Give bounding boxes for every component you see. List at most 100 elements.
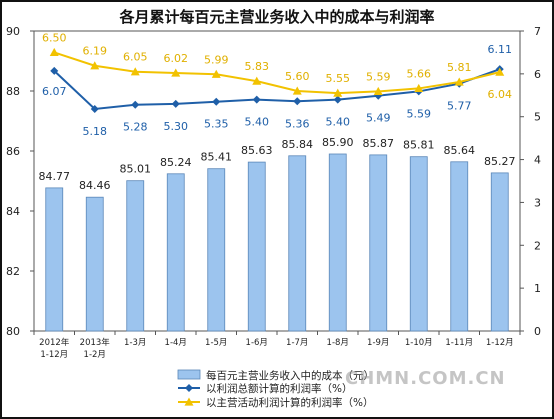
left-axis-tick-label: 82 bbox=[6, 265, 20, 278]
right-axis-tick-label: 2 bbox=[534, 239, 541, 252]
line-data-label: 5.66 bbox=[407, 67, 432, 80]
triangle-marker bbox=[171, 68, 181, 77]
line-data-label: 5.36 bbox=[285, 117, 310, 130]
triangle-marker bbox=[373, 86, 383, 96]
line-data-label: 5.60 bbox=[285, 70, 310, 83]
bar bbox=[247, 161, 266, 332]
chart-title: 各月累计每百元主营业务收入中的成本与利润率 bbox=[119, 8, 435, 26]
x-axis-tick-label: 2013年 bbox=[80, 337, 111, 348]
bar-data-label: 85.27 bbox=[484, 155, 516, 168]
x-axis-tick-label: 2012年 bbox=[39, 337, 70, 348]
x-axis-tick-label: 1-10月 bbox=[405, 338, 433, 348]
x-axis-tick-label: 1-12月 bbox=[486, 338, 514, 348]
triangle-marker bbox=[292, 86, 302, 95]
x-axis-tick-label: 1-12月 bbox=[40, 350, 68, 360]
bar-data-label: 84.77 bbox=[39, 170, 71, 183]
line-data-label: 5.30 bbox=[164, 120, 189, 133]
bar-data-label: 85.41 bbox=[201, 151, 233, 164]
line-data-label: 5.40 bbox=[245, 116, 270, 129]
x-axis-tick-label: 1-4月 bbox=[165, 338, 187, 348]
x-axis-tick-label: 1-7月 bbox=[286, 338, 308, 348]
bar-data-label: 85.84 bbox=[282, 138, 314, 151]
bar bbox=[207, 168, 226, 332]
left-axis-tick-label: 86 bbox=[6, 145, 20, 158]
left-axis-tick-label: 88 bbox=[6, 85, 20, 98]
legend-label: 以利润总额计算的利润率（%） bbox=[206, 382, 352, 395]
line-data-label: 6.02 bbox=[164, 52, 189, 65]
right-axis-tick-label: 6 bbox=[534, 68, 541, 81]
left-axis-tick-label: 80 bbox=[6, 325, 20, 338]
left-axis-tick-label: 90 bbox=[6, 25, 20, 38]
diamond-marker bbox=[171, 99, 180, 108]
bar bbox=[288, 155, 307, 332]
diamond-marker bbox=[333, 95, 342, 104]
line-data-label: 5.77 bbox=[447, 100, 472, 113]
diamond-marker bbox=[293, 97, 302, 106]
bar bbox=[369, 154, 388, 332]
line-data-label: 6.07 bbox=[42, 85, 67, 98]
triangle-marker bbox=[414, 83, 424, 93]
bar bbox=[166, 173, 185, 332]
triangle-marker bbox=[49, 47, 59, 57]
line-data-label: 5.59 bbox=[407, 107, 432, 120]
line-data-label: 5.18 bbox=[83, 125, 108, 138]
diamond-marker bbox=[131, 100, 140, 109]
bar bbox=[409, 156, 428, 332]
line-data-label: 6.50 bbox=[42, 31, 67, 44]
legend-label: 每百元主营业务收入中的成本（元） bbox=[206, 369, 374, 382]
right-axis-tick-label: 1 bbox=[534, 282, 541, 295]
left-axis-tick-label: 84 bbox=[6, 205, 20, 218]
right-axis-tick-label: 0 bbox=[534, 325, 541, 338]
bar-data-label: 85.01 bbox=[120, 163, 152, 176]
right-axis-tick-label: 4 bbox=[534, 154, 541, 167]
triangle-marker bbox=[495, 67, 505, 76]
bar-data-label: 85.87 bbox=[363, 137, 395, 150]
diamond-marker bbox=[90, 105, 99, 113]
line-data-label: 5.28 bbox=[123, 121, 148, 134]
diamond-marker bbox=[50, 66, 59, 75]
x-axis-tick-label: 1-2月 bbox=[84, 350, 106, 360]
bar bbox=[328, 153, 347, 332]
x-axis-tick-label: 1-5月 bbox=[205, 338, 227, 348]
triangle-marker bbox=[252, 76, 262, 85]
line-data-label: 5.83 bbox=[245, 60, 270, 73]
legend-swatch-bar bbox=[177, 369, 201, 380]
diamond-marker bbox=[252, 95, 261, 104]
profit-rate-total-line bbox=[53, 68, 501, 111]
legend-label: 以主营活动利润计算的利润率（%） bbox=[206, 396, 373, 409]
triangle-marker bbox=[454, 77, 464, 86]
line-data-label: 5.81 bbox=[447, 61, 472, 74]
watermark-text: CHMN.COM.CN bbox=[345, 368, 506, 389]
x-axis-tick-label: 1-3月 bbox=[124, 338, 146, 348]
line-data-label: 5.99 bbox=[204, 53, 229, 66]
line-data-label: 5.55 bbox=[326, 72, 351, 85]
line-data-label: 6.11 bbox=[488, 43, 513, 56]
triangle-marker bbox=[90, 61, 100, 70]
x-axis-tick-label: 1-11月 bbox=[445, 338, 473, 348]
diamond-marker bbox=[212, 97, 221, 106]
triangle-marker bbox=[130, 67, 140, 76]
line-data-label: 6.19 bbox=[83, 45, 108, 58]
bar-data-label: 85.64 bbox=[444, 144, 476, 157]
bar-data-label: 85.24 bbox=[160, 156, 192, 169]
x-axis-tick-label: 1-8月 bbox=[327, 338, 349, 348]
line-data-label: 6.04 bbox=[488, 88, 513, 101]
bar-data-label: 84.46 bbox=[79, 179, 111, 192]
legend-diamond-marker bbox=[185, 384, 193, 392]
line-data-label: 6.05 bbox=[123, 51, 148, 64]
line-data-label: 5.35 bbox=[204, 118, 229, 131]
triangle-marker bbox=[211, 69, 221, 78]
triangle-marker bbox=[333, 88, 343, 97]
bar-data-label: 85.81 bbox=[403, 139, 435, 152]
profit-rate-main-line bbox=[53, 51, 500, 95]
x-axis-tick-label: 1-6月 bbox=[246, 338, 268, 348]
bar bbox=[450, 161, 469, 332]
bar bbox=[490, 172, 509, 332]
bar-data-label: 85.90 bbox=[322, 136, 354, 149]
line-data-label: 5.49 bbox=[366, 112, 391, 125]
line-data-label: 5.40 bbox=[326, 116, 351, 129]
legend-triangle-marker bbox=[184, 397, 194, 406]
right-axis-tick-label: 5 bbox=[534, 111, 541, 124]
x-axis-tick-label: 1-9月 bbox=[367, 338, 389, 348]
